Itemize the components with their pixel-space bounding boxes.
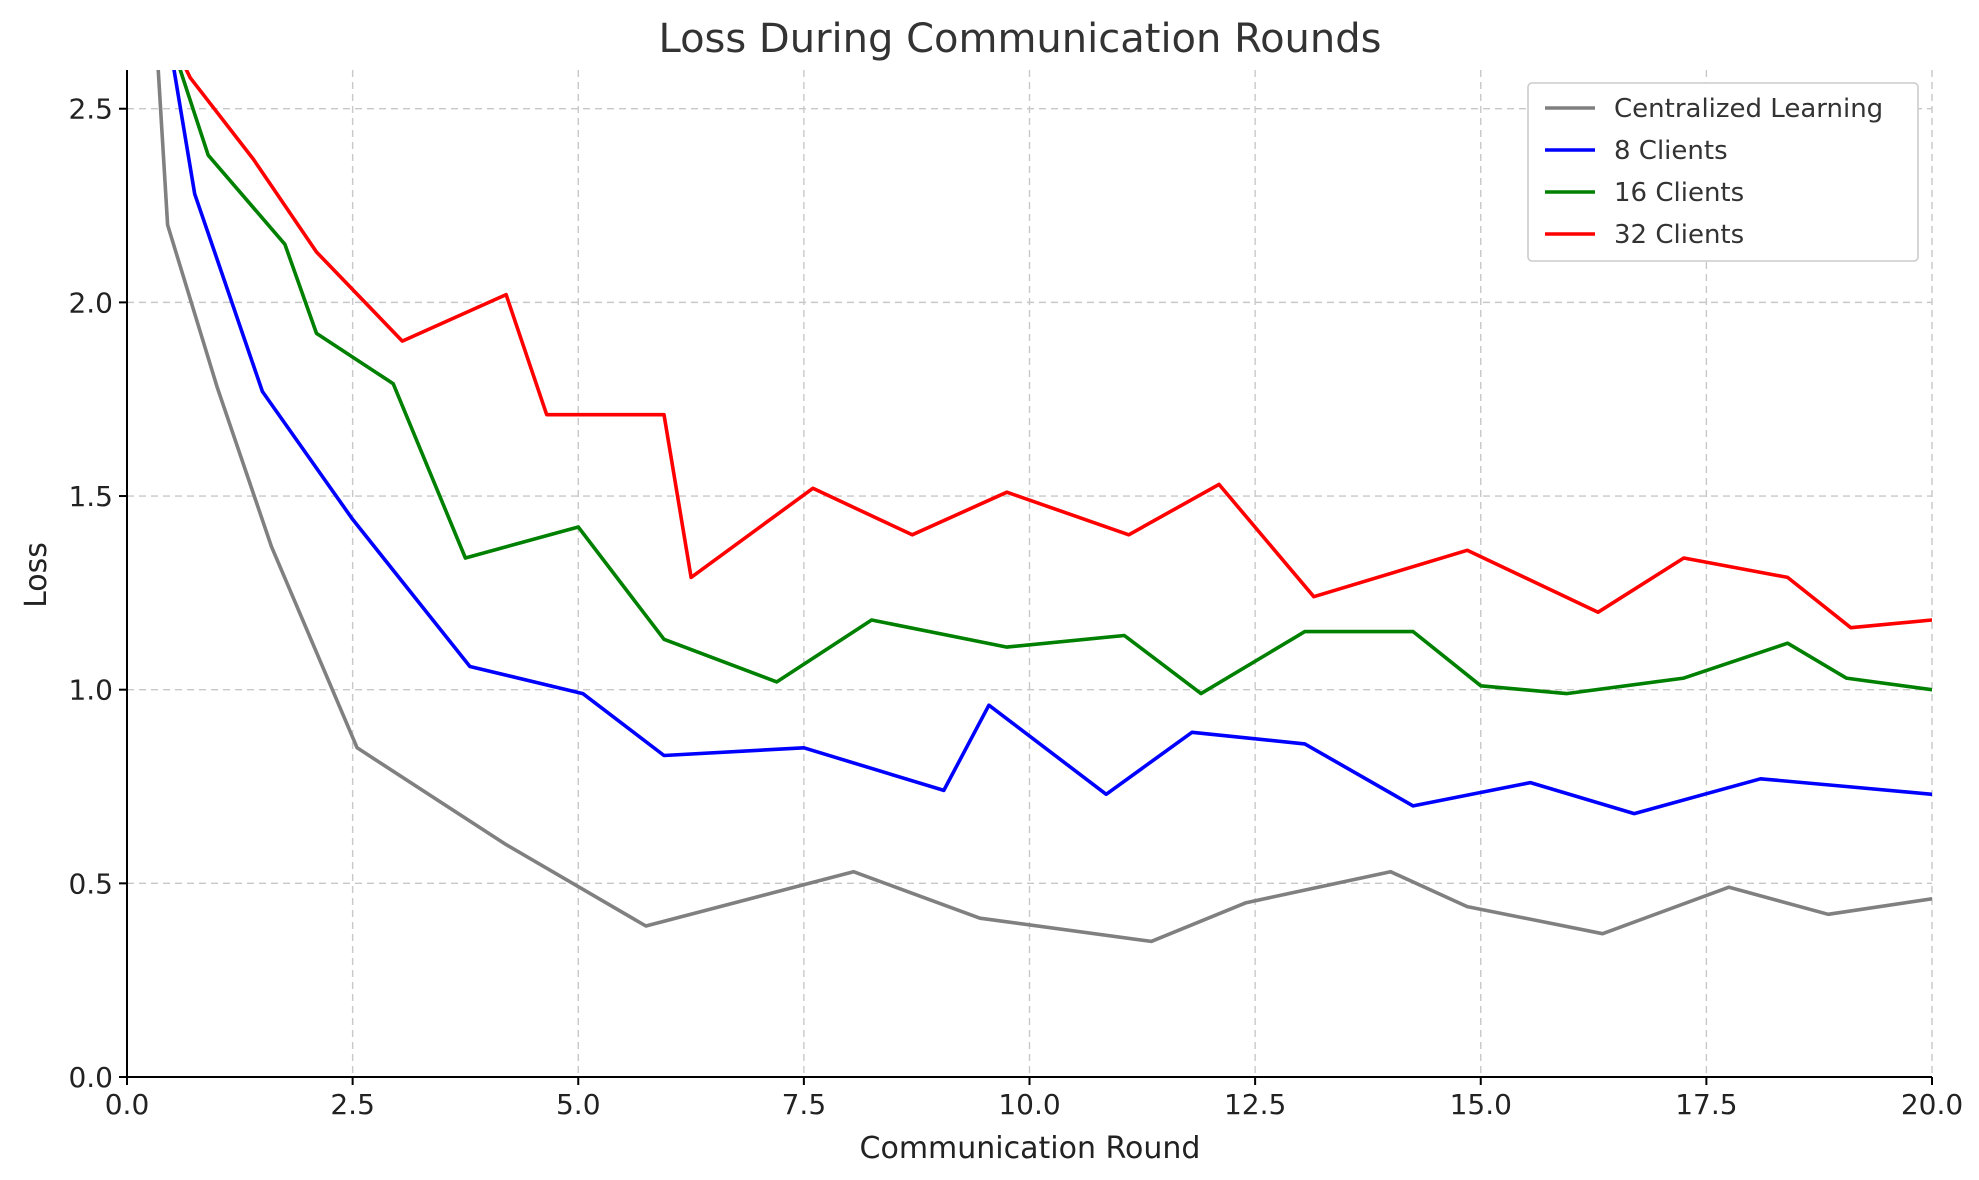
y-axis-label: Loss: [19, 542, 54, 608]
series-line-1: [156, 70, 1932, 944]
x-tick-label: 15.0: [1450, 1088, 1512, 1121]
legend-entry-label: 32 Clients: [1614, 220, 1744, 250]
series-line-2: [172, 70, 1932, 816]
y-tick-label: 1.0: [68, 674, 113, 707]
y-tick-label: 1.5: [68, 480, 113, 513]
y-axis-ticks: 0.0 0.5 1.0 1.5 2.0 2.5: [68, 93, 127, 1094]
series-line-3: [178, 70, 1932, 696]
x-tick-label: 2.5: [330, 1088, 375, 1121]
x-tick-label: 17.5: [1675, 1088, 1737, 1121]
y-tick-label: 2.0: [68, 286, 113, 319]
chart-title: Loss During Communication Rounds: [658, 16, 1381, 62]
legend-entry-label: Centralized Learning: [1614, 94, 1883, 124]
series-line-4: [184, 70, 1932, 630]
y-tick-label: 0.5: [68, 867, 113, 900]
x-tick-label: 12.5: [1224, 1088, 1286, 1121]
x-tick-label: 0.0: [105, 1088, 150, 1121]
x-tick-label: 10.0: [998, 1088, 1060, 1121]
y-tick-label: 0.0: [68, 1061, 113, 1094]
series-lines: [156, 70, 1932, 944]
x-tick-label: 20.0: [1901, 1088, 1963, 1121]
legend-box: [1527, 82, 1919, 262]
legend-entry-label: 8 Clients: [1614, 136, 1728, 166]
legend: Centralized Learning 8 Clients 16 Clients 3…: [1527, 82, 1919, 262]
x-axis-ticks: 0.0 2.5 5.0 7.5 10.0 12.5 15.0 17.5 20.0: [105, 1077, 1963, 1121]
y-tick-label: 2.5: [68, 93, 113, 126]
legend-entry-label: 16 Clients: [1614, 178, 1744, 208]
x-tick-label: 5.0: [556, 1088, 601, 1121]
x-tick-label: 7.5: [782, 1088, 827, 1121]
x-axis-label: Communication Round: [860, 1131, 1201, 1166]
